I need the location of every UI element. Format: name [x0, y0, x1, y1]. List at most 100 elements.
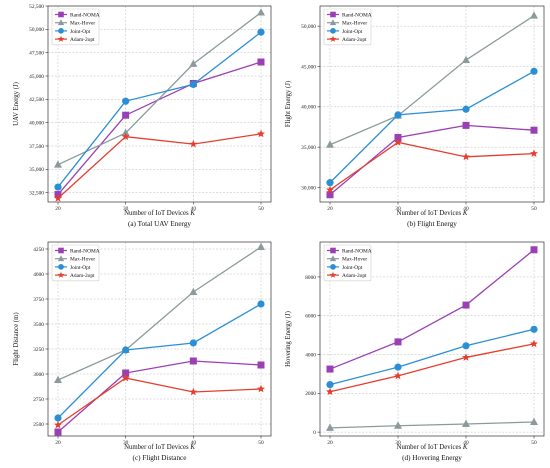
- y-tick-label: 2500: [33, 422, 44, 428]
- data-point-max-hover: [326, 423, 334, 431]
- legend-label: Adam-2opt: [70, 273, 95, 279]
- series-line-max-hover: [329, 15, 535, 146]
- legend-label: Joint-Opt: [342, 265, 363, 271]
- x-tick-label: 50: [531, 206, 537, 212]
- data-point-adam-2opt: [530, 149, 538, 157]
- plot-frame: [47, 5, 272, 203]
- x-tick-label: 50: [531, 440, 537, 446]
- y-tick-label: 37,500: [29, 144, 44, 150]
- data-point-max-hover: [530, 11, 538, 19]
- y-tick-label: 4000: [33, 272, 44, 278]
- legend-marker-rand-noma: [330, 247, 336, 254]
- data-point-rand-noma: [326, 365, 334, 373]
- x-tick-label: 40: [191, 440, 197, 446]
- plot-frame: [319, 241, 545, 437]
- y-tick-label: 35,000: [301, 145, 316, 151]
- data-point-joint-opt: [530, 67, 538, 75]
- legend-label: Rand-NOMA: [342, 248, 372, 254]
- data-point-rand-noma: [189, 357, 197, 365]
- x-tick-label: 30: [123, 206, 129, 212]
- chart-panel-2: 30,000 35,000 40,000 45,000 50,000 20 30 40 50 Nu…: [285, 5, 545, 228]
- chart-panel-4: 0 2000 4000 6000 8000 20 30 40 50 Number of IoT D…: [285, 241, 545, 462]
- data-point-rand-noma: [394, 338, 402, 346]
- data-point-max-hover: [462, 419, 470, 427]
- legend-label: Max-Hover: [70, 257, 95, 263]
- data-point-adam-2opt: [462, 353, 470, 361]
- data-point-rand-noma: [394, 133, 402, 141]
- data-point-adam-2opt: [54, 194, 62, 202]
- legend: Rand-NOMA Max-Hover Joint-Opt Adam-2opt: [323, 244, 372, 282]
- series-line-adam-2opt: [57, 377, 262, 426]
- data-point-rand-noma: [257, 361, 265, 369]
- x-tick-label: 50: [258, 440, 264, 446]
- y-tick-label: 47,500: [29, 51, 44, 57]
- y-axis-label: UAV Energy (J): [13, 82, 20, 126]
- series-line-joint-opt: [329, 328, 535, 386]
- chart-panel-1: 32,500 35,000 37,500 40,000 42,500 45,000 47,5…: [13, 4, 272, 228]
- legend-label: Max-Hover: [342, 257, 367, 263]
- series-line-max-hover: [329, 421, 535, 429]
- y-tick-label: 2000: [305, 391, 316, 397]
- data-point-adam-2opt: [121, 373, 130, 382]
- legend-label: Max-Hover: [342, 21, 367, 27]
- x-tick-label: 40: [463, 206, 469, 212]
- legend-label: Adam-2opt: [70, 37, 95, 43]
- data-point-adam-2opt: [257, 384, 265, 393]
- legend-marker-rand-noma: [58, 11, 64, 18]
- data-point-rand-noma: [530, 246, 538, 254]
- data-point-adam-2opt: [189, 139, 198, 148]
- legend-marker-adam-2opt: [329, 35, 337, 42]
- x-axis-label: Number of IoT Devices K: [124, 210, 195, 217]
- series-line-joint-opt: [57, 31, 262, 188]
- x-axis-label: Number of IoT Devices K: [397, 444, 468, 451]
- series-line-joint-opt: [57, 303, 262, 419]
- y-tick-label: 42,500: [29, 97, 44, 103]
- data-point-joint-opt: [394, 363, 402, 371]
- y-tick-label: 45,000: [29, 74, 44, 80]
- data-point-joint-opt: [530, 325, 538, 333]
- data-point-max-hover: [530, 417, 538, 426]
- x-tick-label: 20: [327, 206, 333, 212]
- chart-panel-3: 2500 2750 3000 3250 3500 3750 4000 4250 20 30 40 50…: [13, 241, 272, 462]
- legend-marker-rand-noma: [58, 247, 64, 254]
- legend-marker-joint-opt: [330, 28, 336, 34]
- y-tick-label: 4000: [305, 352, 316, 358]
- series-line-rand-noma: [57, 360, 262, 433]
- y-tick-label: 8000: [305, 275, 316, 281]
- x-tick-label: 20: [55, 206, 61, 212]
- y-tick-label: 3500: [33, 322, 44, 328]
- series-line-adam-2opt: [329, 141, 535, 191]
- data-point-max-hover: [54, 160, 62, 168]
- data-point-max-hover: [121, 128, 130, 136]
- legend-box: [323, 8, 372, 46]
- legend-marker-max-hover: [57, 19, 65, 26]
- x-tick-label: 20: [327, 440, 333, 446]
- legend: Rand-NOMA Max-Hover Joint-Opt Adam-2opt: [51, 8, 100, 46]
- data-point-rand-noma: [257, 58, 265, 66]
- y-tick-label: 6000: [305, 314, 316, 320]
- y-axis-label: Flight Distance (m): [13, 312, 20, 365]
- legend-marker-joint-opt: [58, 264, 64, 270]
- legend-label: Adam-2opt: [342, 273, 367, 279]
- legend-box: [323, 244, 372, 282]
- data-point-joint-opt: [189, 80, 197, 88]
- data-point-max-hover: [54, 375, 62, 383]
- data-point-rand-noma: [326, 191, 334, 199]
- y-tick-label: 50,000: [301, 24, 316, 30]
- x-tick-label: 20: [55, 440, 61, 446]
- data-point-rand-noma: [530, 126, 538, 134]
- data-point-joint-opt: [54, 183, 62, 191]
- data-point-rand-noma: [54, 428, 62, 436]
- data-point-max-hover: [189, 59, 198, 67]
- y-tick-label: 3000: [33, 372, 44, 378]
- x-tick-label: 40: [463, 440, 469, 446]
- legend-marker-max-hover: [57, 255, 65, 262]
- data-point-max-hover: [394, 421, 402, 429]
- panel-caption: (b) Flight Energy: [407, 220, 457, 228]
- legend-marker-adam-2opt: [57, 271, 65, 278]
- plot-frame: [319, 5, 545, 203]
- data-point-max-hover: [257, 8, 265, 16]
- legend-label: Joint-Opt: [342, 29, 363, 35]
- y-axis-label: Hovering Energy (J): [285, 311, 292, 367]
